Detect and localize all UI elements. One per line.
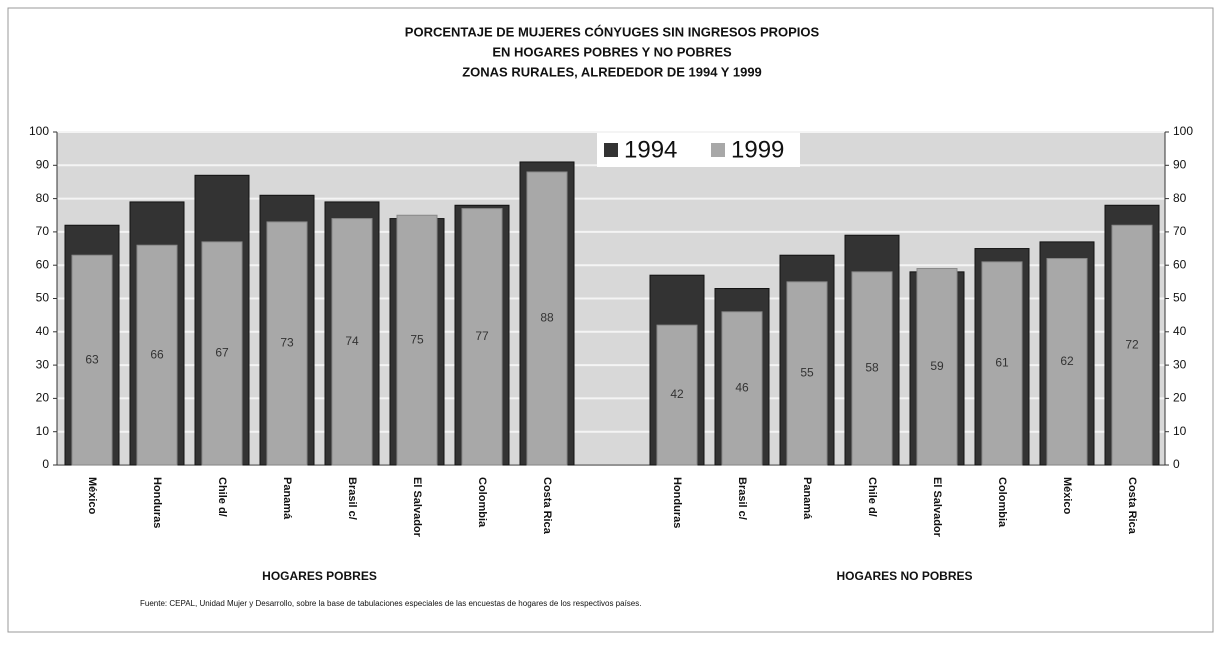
y2-tick-label: 50 xyxy=(1173,291,1187,305)
bar xyxy=(721,311,763,466)
y-tick-label: 20 xyxy=(36,391,50,405)
y-tick-label: 0 xyxy=(42,457,49,471)
y-tick-label: 30 xyxy=(36,357,50,371)
y2-tick-label: 100 xyxy=(1173,124,1193,138)
bar xyxy=(331,218,373,466)
value-label: 73 xyxy=(280,336,294,350)
y-tick-label: 10 xyxy=(36,424,50,438)
value-label: 55 xyxy=(800,366,814,380)
value-label: 59 xyxy=(930,359,944,373)
bar xyxy=(981,261,1023,466)
x-tick-label: México xyxy=(86,477,98,515)
value-label: 72 xyxy=(1125,337,1139,351)
legend-swatch xyxy=(711,143,725,157)
bar xyxy=(1111,224,1153,466)
y-tick-label: 80 xyxy=(36,191,50,205)
x-tick-label: Honduras xyxy=(671,477,683,528)
x-tick-label: México xyxy=(1061,477,1073,515)
y2-tick-label: 20 xyxy=(1173,391,1187,405)
x-tick-label: Brasil c/ xyxy=(346,477,358,520)
x-tick-label: Costa Rica xyxy=(541,477,553,535)
bar xyxy=(71,254,113,466)
x-tick-label: El Salvador xyxy=(931,477,943,538)
chart-title: EN HOGARES POBRES Y NO POBRES xyxy=(492,44,732,59)
value-label: 63 xyxy=(85,352,99,366)
x-tick-label: Honduras xyxy=(151,477,163,528)
y-tick-label: 40 xyxy=(36,324,50,338)
y-tick-label: 70 xyxy=(36,224,50,238)
y2-tick-label: 60 xyxy=(1173,257,1187,271)
x-tick-label: Costa Rica xyxy=(1126,477,1138,535)
value-label: 67 xyxy=(215,346,229,360)
bar xyxy=(461,208,503,466)
y2-tick-label: 80 xyxy=(1173,191,1187,205)
legend-label: 1999 xyxy=(731,136,784,163)
x-tick-label: Colombia xyxy=(996,477,1008,528)
chart-title: PORCENTAJE DE MUJERES CÓNYUGES SIN INGRE… xyxy=(405,24,820,39)
value-label: 88 xyxy=(540,311,554,325)
x-tick-label: Colombia xyxy=(476,477,488,528)
value-label: 77 xyxy=(475,329,489,343)
group-label: HOGARES NO POBRES xyxy=(836,569,972,583)
value-label: 42 xyxy=(670,387,684,401)
y2-tick-label: 90 xyxy=(1173,157,1187,171)
y-tick-label: 60 xyxy=(36,257,50,271)
bar xyxy=(526,171,568,466)
x-tick-label: El Salvador xyxy=(411,477,423,538)
value-label: 75 xyxy=(410,332,424,346)
source-note: Fuente: CEPAL, Unidad Mujer y Desarrollo… xyxy=(140,599,641,608)
chart-title: ZONAS RURALES, ALREDEDOR DE 1994 Y 1999 xyxy=(462,64,762,79)
y2-tick-label: 0 xyxy=(1173,457,1180,471)
group-label: HOGARES POBRES xyxy=(262,569,377,583)
bar xyxy=(851,271,893,466)
y2-tick-label: 10 xyxy=(1173,424,1187,438)
bar xyxy=(396,214,438,466)
bar xyxy=(656,324,698,466)
value-label: 62 xyxy=(1060,354,1074,368)
y2-tick-label: 70 xyxy=(1173,224,1187,238)
y-tick-label: 90 xyxy=(36,157,50,171)
value-label: 46 xyxy=(735,381,749,395)
y-tick-label: 50 xyxy=(36,291,50,305)
x-tick-label: Brasil c/ xyxy=(736,477,748,520)
y2-tick-label: 40 xyxy=(1173,324,1187,338)
legend-swatch xyxy=(604,143,618,157)
x-tick-label: Chile d/ xyxy=(216,477,228,517)
x-tick-label: Panamá xyxy=(281,477,293,520)
y-tick-label: 100 xyxy=(29,124,49,138)
value-label: 74 xyxy=(345,334,359,348)
bar xyxy=(201,241,243,466)
bar xyxy=(786,281,828,466)
legend-label: 1994 xyxy=(624,136,677,163)
value-label: 61 xyxy=(995,356,1009,370)
bar xyxy=(136,244,178,466)
legend-box xyxy=(597,133,800,167)
x-tick-label: Panamá xyxy=(801,477,813,520)
bar xyxy=(266,221,308,466)
bar xyxy=(916,268,958,466)
value-label: 58 xyxy=(865,361,879,375)
bar xyxy=(1046,258,1088,466)
y2-tick-label: 30 xyxy=(1173,357,1187,371)
value-label: 66 xyxy=(150,347,164,361)
x-tick-label: Chile d/ xyxy=(866,477,878,517)
